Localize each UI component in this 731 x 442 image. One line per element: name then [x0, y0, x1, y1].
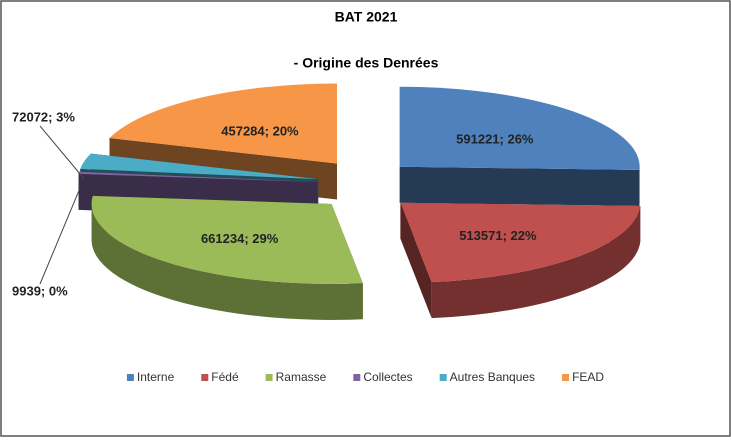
legend-label: Interne: [137, 370, 175, 384]
legend-swatch: [127, 374, 134, 381]
legend-swatch: [440, 374, 447, 381]
data-label: 9939; 0%: [12, 283, 68, 298]
slice-side: [400, 167, 640, 206]
legend-swatch: [353, 374, 360, 381]
legend-label: Fédé: [211, 370, 239, 384]
data-label: 591221; 26%: [456, 132, 534, 147]
data-label: 513571; 22%: [459, 228, 537, 243]
data-label: 72072; 3%: [12, 109, 75, 124]
data-label: 661234; 29%: [201, 231, 279, 246]
legend-label: Autres Banques: [450, 370, 535, 384]
legend-label: FEAD: [572, 370, 604, 384]
legend-swatch: [201, 374, 208, 381]
data-label: 457284; 20%: [221, 123, 299, 138]
chart-subtitle: - Origine des Denrées: [294, 55, 439, 71]
chart-title: BAT 2021: [335, 9, 398, 25]
legend-label: Collectes: [363, 370, 412, 384]
legend-label: Ramasse: [276, 370, 327, 384]
legend-swatch: [562, 374, 569, 381]
legend-swatch: [266, 374, 273, 381]
